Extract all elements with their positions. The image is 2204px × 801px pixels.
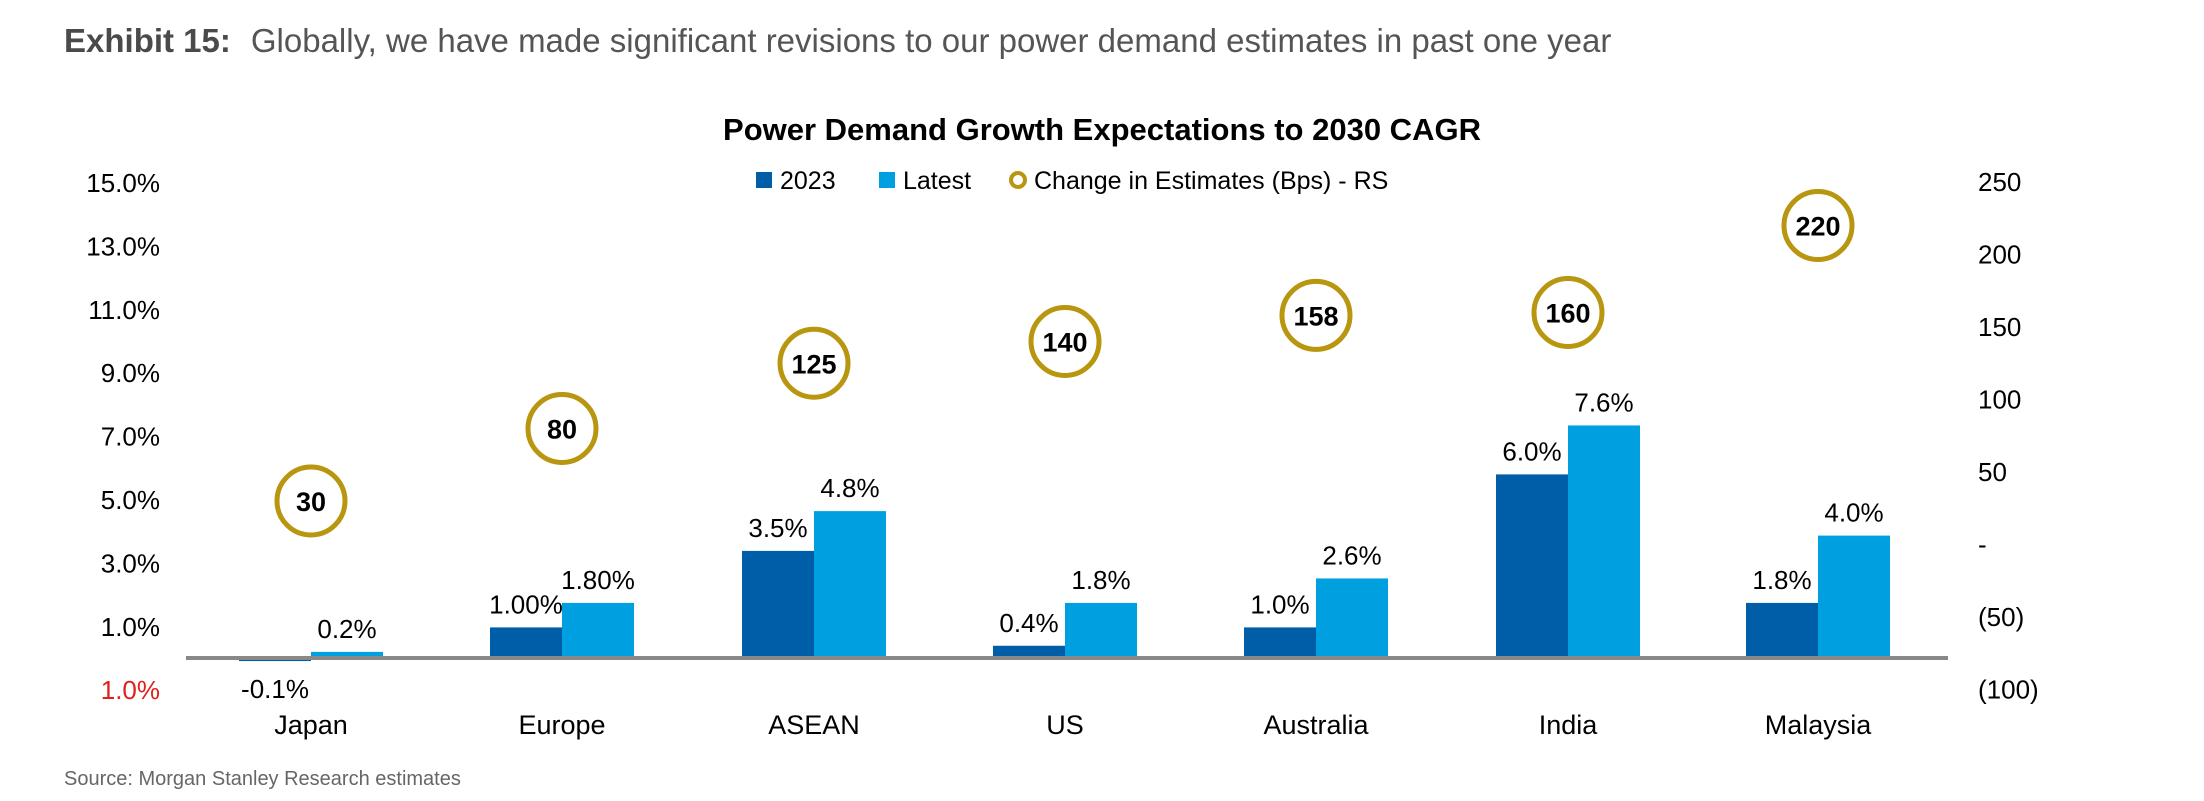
category-label: Australia bbox=[1263, 710, 1369, 740]
estimate-marker bbox=[1781, 189, 1855, 262]
right-tick-label: 250 bbox=[1978, 167, 2021, 197]
estimate-marker bbox=[777, 326, 851, 400]
legend-label-2023: 2023 bbox=[780, 167, 836, 195]
bar-latest bbox=[1568, 425, 1640, 658]
data-label-2023: 6.0% bbox=[1502, 436, 1561, 466]
estimate-marker-label: 125 bbox=[791, 349, 836, 379]
left-tick-label: 15.0% bbox=[86, 168, 160, 198]
right-tick-label: 200 bbox=[1978, 240, 2021, 270]
left-tick-label: 5.0% bbox=[101, 485, 160, 515]
right-tick-label: (50) bbox=[1978, 602, 2024, 632]
bar-latest bbox=[311, 651, 383, 658]
right-tick-label: 100 bbox=[1978, 385, 2021, 415]
estimate-marker-label: 80 bbox=[547, 415, 577, 445]
bar-latest bbox=[1065, 602, 1137, 658]
data-label-latest: 1.80% bbox=[561, 565, 635, 595]
bar-2023 bbox=[1496, 474, 1568, 658]
right-tick-label: 150 bbox=[1978, 312, 2021, 342]
estimate-marker bbox=[525, 392, 599, 465]
estimate-marker bbox=[1531, 276, 1605, 349]
data-label-2023: -0.1% bbox=[241, 674, 309, 704]
data-label-2023: 3.5% bbox=[748, 513, 807, 543]
data-label-2023: 1.00% bbox=[489, 589, 563, 619]
estimate-marker-label: 30 bbox=[296, 487, 326, 517]
bars bbox=[239, 425, 1890, 662]
data-label-latest: 4.0% bbox=[1824, 498, 1883, 528]
estimate-marker-label: 140 bbox=[1042, 328, 1087, 358]
left-tick-label: 7.0% bbox=[101, 422, 160, 452]
estimate-markers: 30 80 125 140 158 160 220 bbox=[274, 189, 1855, 538]
category-labels: Japan Europe ASEAN US Australia India Malaysia bbox=[274, 710, 1872, 740]
left-tick-label: 1.0% bbox=[101, 675, 160, 705]
exhibit-title: Globally, we have made significant revis… bbox=[250, 22, 1612, 59]
estimate-marker-label: 160 bbox=[1545, 299, 1590, 329]
estimate-marker-label: 220 bbox=[1795, 212, 1840, 242]
data-label-latest: 4.8% bbox=[820, 473, 879, 503]
legend-label-estimates: Change in Estimates (Bps) - RS bbox=[1034, 167, 1388, 195]
chart-title: Power Demand Growth Expectations to 2030… bbox=[723, 112, 1481, 147]
estimate-marker bbox=[1028, 305, 1102, 378]
bar-2023 bbox=[1746, 602, 1818, 658]
left-tick-label: 9.0% bbox=[101, 358, 160, 388]
legend-swatch-latest bbox=[879, 172, 895, 188]
data-label-latest: 0.2% bbox=[317, 614, 376, 644]
data-label-latest: 2.6% bbox=[1322, 540, 1381, 570]
estimate-marker-label: 158 bbox=[1293, 301, 1338, 331]
legend-swatch-2023 bbox=[756, 172, 772, 188]
exhibit-label: Exhibit 15: bbox=[64, 22, 231, 59]
category-label: India bbox=[1539, 710, 1599, 740]
category-label: Malaysia bbox=[1765, 710, 1873, 740]
category-label: Europe bbox=[518, 710, 605, 740]
left-tick-label: 3.0% bbox=[101, 548, 160, 578]
category-label: US bbox=[1046, 710, 1084, 740]
exhibit-heading: Exhibit 15: Globally, we have made signif… bbox=[64, 22, 1611, 60]
bar-2023 bbox=[993, 645, 1065, 658]
right-axis: 250 200 150 100 50 - (50) (100) bbox=[1978, 167, 2039, 705]
category-label: Japan bbox=[274, 710, 348, 740]
right-tick-label: (100) bbox=[1978, 675, 2039, 705]
bar-latest bbox=[814, 511, 886, 658]
left-tick-label: 1.0% bbox=[101, 612, 160, 642]
bar-2023 bbox=[1244, 627, 1316, 658]
source-note: Source: Morgan Stanley Research estimate… bbox=[64, 768, 461, 790]
data-label-latest: 1.8% bbox=[1071, 565, 1130, 595]
data-label-latest: 7.6% bbox=[1574, 387, 1633, 417]
bar-2023 bbox=[490, 627, 562, 658]
data-label-2023: 1.8% bbox=[1752, 565, 1811, 595]
right-tick-label: 50 bbox=[1978, 457, 2007, 487]
category-label: ASEAN bbox=[768, 710, 860, 740]
left-axis: 15.0% 13.0% 11.0% 9.0% 7.0% 5.0% 3.0% 1.0% 1.0% bbox=[86, 168, 160, 705]
left-tick-label: 13.0% bbox=[86, 231, 160, 261]
right-tick-label: - bbox=[1978, 530, 1987, 560]
estimate-marker bbox=[1279, 278, 1353, 352]
left-tick-label: 11.0% bbox=[88, 295, 160, 325]
legend-swatch-estimates bbox=[1009, 171, 1027, 189]
bar-latest bbox=[1316, 578, 1388, 658]
legend-label-latest: Latest bbox=[903, 167, 971, 195]
bar-latest bbox=[562, 602, 634, 658]
legend: 2023 Latest Change in Estimates (Bps) - … bbox=[756, 167, 1388, 195]
estimate-marker bbox=[274, 464, 348, 538]
bar-labels: -0.1% 1.00% 3.5% 0.4% 1.0% 6.0% 1.8% 0.2% 1.80% 4… bbox=[241, 387, 1884, 704]
data-label-2023: 1.0% bbox=[1250, 589, 1309, 619]
bar-latest bbox=[1818, 535, 1890, 658]
data-label-2023: 0.4% bbox=[999, 608, 1058, 638]
bar-2023 bbox=[742, 550, 814, 658]
